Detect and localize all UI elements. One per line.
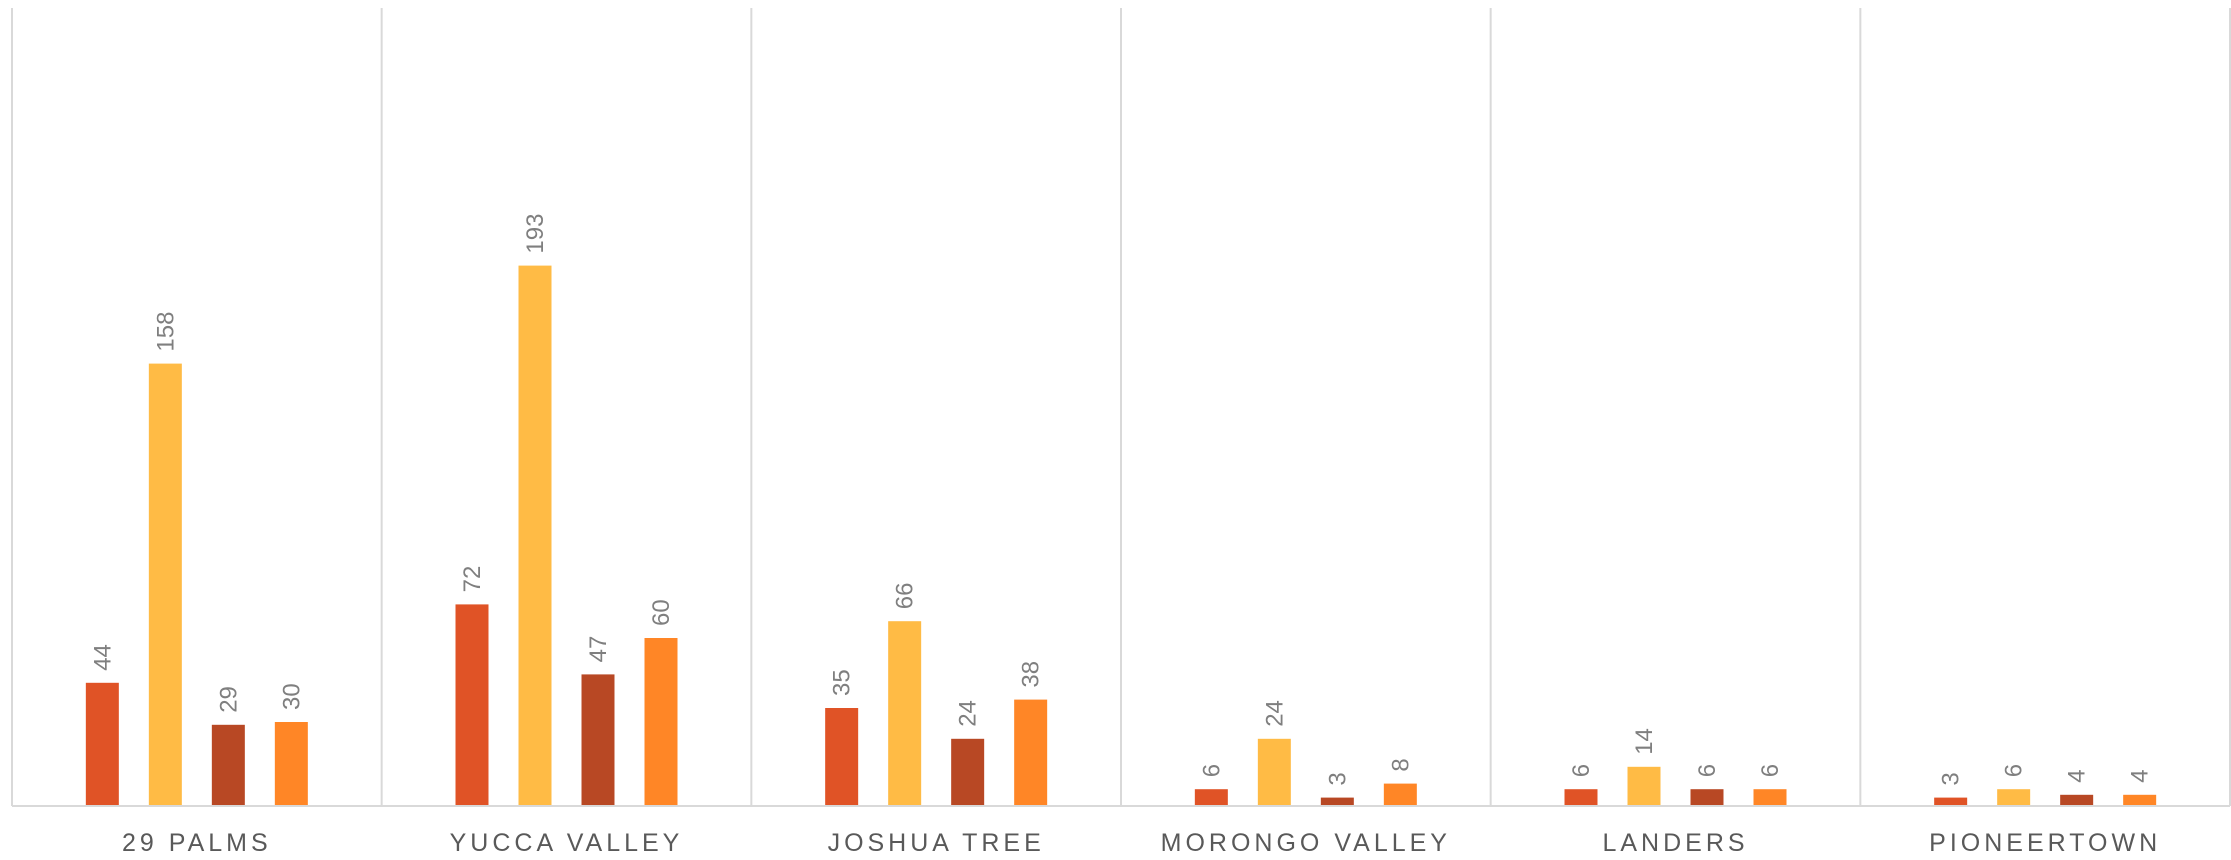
bars <box>85 265 2157 807</box>
data-label: 158 <box>152 312 179 352</box>
data-label: 4 <box>2064 769 2091 782</box>
data-label: 6 <box>1198 764 1225 777</box>
data-label: 24 <box>1261 700 1288 727</box>
category-label: 29 PALMS <box>122 829 272 857</box>
bar <box>888 621 922 806</box>
data-label: 6 <box>1694 764 1721 777</box>
bar <box>1383 783 1417 806</box>
data-label: 66 <box>892 582 919 609</box>
data-label: 30 <box>278 683 305 710</box>
data-label: 3 <box>1324 772 1351 785</box>
category-label: YUCCA VALLEY <box>450 829 684 857</box>
bar <box>1627 766 1661 806</box>
data-label: 8 <box>1387 758 1414 771</box>
data-label: 38 <box>1018 661 1045 688</box>
bar <box>825 708 859 806</box>
data-label: 14 <box>1631 728 1658 755</box>
bar <box>1564 789 1598 806</box>
bar <box>1690 789 1724 806</box>
bar <box>2123 794 2157 806</box>
bar <box>148 363 182 806</box>
data-label: 4 <box>2127 769 2154 782</box>
data-label: 44 <box>89 644 116 671</box>
data-label: 3 <box>1938 772 1965 785</box>
bar <box>211 724 245 806</box>
category-labels: 29 PALMS YUCCA VALLEY JOSHUA TREE MORONGO V… <box>122 829 2161 857</box>
category-label: PIONEERTOWN <box>1929 829 2161 857</box>
bar <box>85 682 119 806</box>
data-label: 47 <box>585 636 612 663</box>
data-label: 193 <box>522 214 549 254</box>
bar <box>455 604 489 806</box>
bar <box>1320 797 1354 806</box>
data-label: 60 <box>648 599 675 626</box>
bar <box>1934 797 1968 806</box>
data-label: 6 <box>2001 764 2028 777</box>
bar <box>2060 794 2094 806</box>
bar <box>518 265 552 807</box>
data-label: 29 <box>215 686 242 713</box>
bar <box>1753 789 1787 806</box>
data-label: 35 <box>829 669 856 696</box>
data-label: 72 <box>459 566 486 593</box>
data-label: 6 <box>1568 764 1595 777</box>
bar <box>274 722 308 806</box>
category-label: MORONGO VALLEY <box>1161 829 1451 857</box>
category-label: LANDERS <box>1602 829 1748 857</box>
bar <box>1014 699 1048 806</box>
bar <box>951 738 985 806</box>
bar <box>1997 789 2031 806</box>
category-label: JOSHUA TREE <box>828 829 1045 857</box>
bar <box>581 674 615 806</box>
bar <box>644 638 678 806</box>
data-label: 24 <box>955 700 982 727</box>
bar <box>1257 738 1291 806</box>
bar <box>1194 789 1228 806</box>
category-gridlines <box>11 8 2231 806</box>
data-label: 6 <box>1757 764 1784 777</box>
